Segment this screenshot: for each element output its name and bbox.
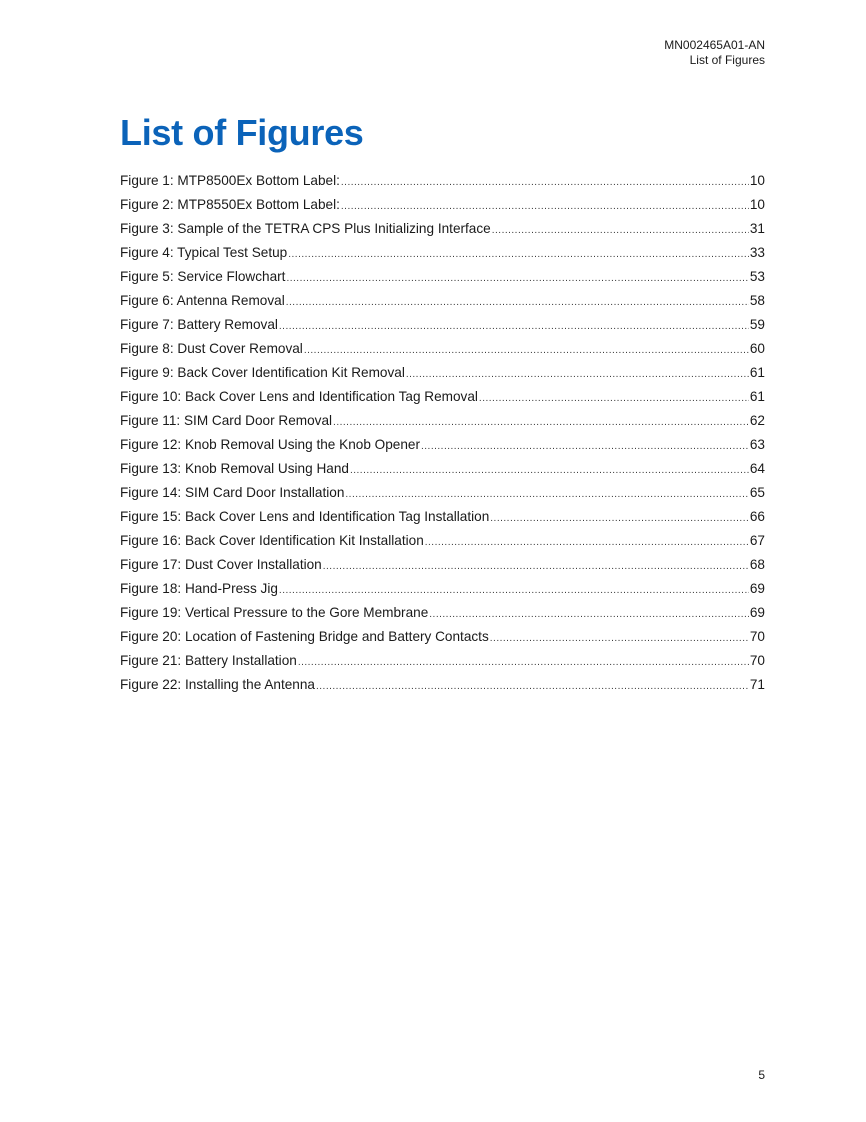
figure-entry[interactable]: Figure 3: Sample of the TETRA CPS Plus I… (120, 220, 765, 244)
dot-leader (479, 390, 749, 408)
dot-leader (304, 342, 749, 360)
dot-leader (490, 510, 749, 528)
figure-entry[interactable]: Figure 2: MTP8550Ex Bottom Label: 10 (120, 196, 765, 220)
figure-title: Figure 5: Service Flowchart (120, 269, 286, 284)
section-name: List of Figures (689, 53, 765, 67)
figure-entry[interactable]: Figure 1: MTP8500Ex Bottom Label: 10 (120, 172, 765, 196)
figure-title: Figure 15: Back Cover Lens and Identific… (120, 509, 490, 524)
figure-title: Figure 1: MTP8500Ex Bottom Label: (120, 173, 340, 188)
figure-title: Figure 22: Installing the Antenna (120, 677, 315, 692)
figure-page: 61 (749, 389, 765, 404)
figure-title: Figure 18: Hand-Press Jig (120, 581, 278, 596)
figure-page: 70 (749, 653, 765, 668)
figure-entry[interactable]: Figure 5: Service Flowchart 53 (120, 268, 765, 292)
page-number: 5 (758, 1068, 765, 1082)
dot-leader (279, 318, 749, 336)
dot-leader (286, 270, 748, 288)
figure-title: Figure 14: SIM Card Door Installation (120, 485, 345, 500)
figure-entry[interactable]: Figure 13: Knob Removal Using Hand 64 (120, 460, 765, 484)
figure-entry[interactable]: Figure 19: Vertical Pressure to the Gore… (120, 604, 765, 628)
figure-page: 63 (749, 437, 765, 452)
dot-leader (345, 486, 748, 504)
figure-entry[interactable]: Figure 20: Location of Fastening Bridge … (120, 628, 765, 652)
figure-entry[interactable]: Figure 4: Typical Test Setup 33 (120, 244, 765, 268)
figure-title: Figure 8: Dust Cover Removal (120, 341, 303, 356)
dot-leader (279, 582, 749, 600)
figure-title: Figure 20: Location of Fastening Bridge … (120, 629, 489, 644)
figure-page: 10 (749, 173, 765, 188)
figure-page: 53 (749, 269, 765, 284)
figure-page: 69 (749, 581, 765, 596)
figure-title: Figure 13: Knob Removal Using Hand (120, 461, 349, 476)
figure-entry[interactable]: Figure 18: Hand-Press Jig 69 (120, 580, 765, 604)
figure-title: Figure 19: Vertical Pressure to the Gore… (120, 605, 429, 620)
dot-leader (350, 462, 749, 480)
dot-leader (425, 534, 749, 552)
figure-page: 71 (749, 677, 765, 692)
figure-entry[interactable]: Figure 9: Back Cover Identification Kit … (120, 364, 765, 388)
figure-page: 68 (749, 557, 765, 572)
figure-entry[interactable]: Figure 10: Back Cover Lens and Identific… (120, 388, 765, 412)
figure-page: 67 (749, 533, 765, 548)
figure-page: 58 (749, 293, 765, 308)
figure-entry[interactable]: Figure 7: Battery Removal 59 (120, 316, 765, 340)
figure-title: Figure 3: Sample of the TETRA CPS Plus I… (120, 221, 491, 236)
figure-title: Figure 9: Back Cover Identification Kit … (120, 365, 405, 380)
figure-page: 64 (749, 461, 765, 476)
dot-leader (341, 198, 749, 216)
figure-title: Figure 16: Back Cover Identification Kit… (120, 533, 424, 548)
figure-list: Figure 1: MTP8500Ex Bottom Label:10Figur… (120, 172, 765, 700)
figure-page: 66 (749, 509, 765, 524)
document-id: MN002465A01-AN (664, 38, 765, 52)
figure-page: 69 (749, 605, 765, 620)
dot-leader (429, 606, 749, 624)
figure-entry[interactable]: Figure 6: Antenna Removal 58 (120, 292, 765, 316)
dot-leader (492, 222, 749, 240)
figure-title: Figure 11: SIM Card Door Removal (120, 413, 333, 428)
figure-title: Figure 17: Dust Cover Installation (120, 557, 322, 572)
figure-title: Figure 4: Typical Test Setup (120, 245, 288, 260)
figure-entry[interactable]: Figure 12: Knob Removal Using the Knob O… (120, 436, 765, 460)
figure-title: Figure 7: Battery Removal (120, 317, 278, 332)
dot-leader (298, 654, 749, 672)
page-title: List of Figures (120, 112, 364, 153)
figure-page: 61 (749, 365, 765, 380)
dot-leader (421, 438, 749, 456)
figure-entry[interactable]: Figure 8: Dust Cover Removal 60 (120, 340, 765, 364)
running-header: MN002465A01-AN List of Figures (664, 38, 765, 68)
dot-leader (316, 678, 749, 696)
figure-page: 60 (749, 341, 765, 356)
dot-leader (333, 414, 749, 432)
figure-title: Figure 12: Knob Removal Using the Knob O… (120, 437, 420, 452)
figure-page: 59 (749, 317, 765, 332)
figure-entry[interactable]: Figure 11: SIM Card Door Removal 62 (120, 412, 765, 436)
figure-title: Figure 10: Back Cover Lens and Identific… (120, 389, 478, 404)
figure-page: 62 (749, 413, 765, 428)
figure-page: 65 (749, 485, 765, 500)
figure-entry[interactable]: Figure 21: Battery Installation 70 (120, 652, 765, 676)
figure-entry[interactable]: Figure 16: Back Cover Identification Kit… (120, 532, 765, 556)
figure-title: Figure 2: MTP8550Ex Bottom Label: (120, 197, 340, 212)
figure-entry[interactable]: Figure 22: Installing the Antenna 71 (120, 676, 765, 700)
dot-leader (288, 246, 749, 264)
figure-page: 33 (749, 245, 765, 260)
figure-entry[interactable]: Figure 14: SIM Card Door Installation 65 (120, 484, 765, 508)
figure-title: Figure 21: Battery Installation (120, 653, 297, 668)
figure-page: 10 (749, 197, 765, 212)
figure-page: 70 (749, 629, 765, 644)
dot-leader (406, 366, 749, 384)
dot-leader (341, 174, 749, 192)
figure-page: 31 (749, 221, 765, 236)
figure-entry[interactable]: Figure 17: Dust Cover Installation 68 (120, 556, 765, 580)
dot-leader (286, 294, 749, 312)
dot-leader (323, 558, 749, 576)
figure-title: Figure 6: Antenna Removal (120, 293, 285, 308)
dot-leader (490, 630, 749, 648)
figure-entry[interactable]: Figure 15: Back Cover Lens and Identific… (120, 508, 765, 532)
